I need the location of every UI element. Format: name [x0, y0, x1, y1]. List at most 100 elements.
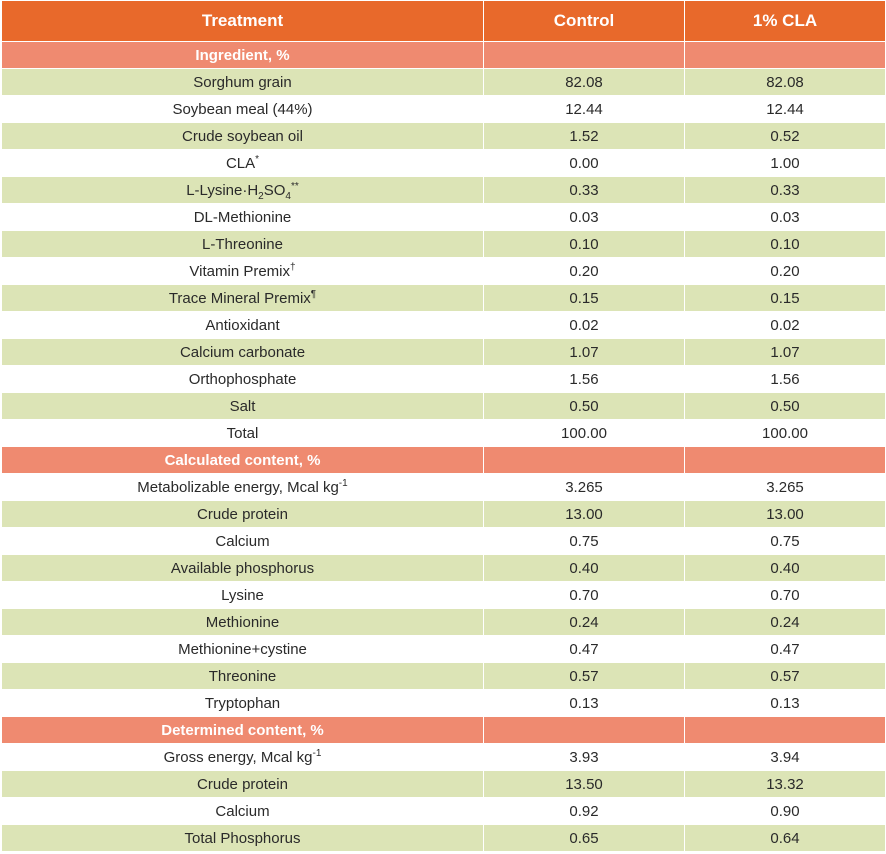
subscript: 4 [285, 190, 291, 202]
row-label: Salt [1, 392, 484, 420]
control-value: 13.00 [483, 500, 685, 528]
section-title: Ingredient, % [1, 41, 484, 69]
row-label: Crude protein [1, 770, 484, 798]
table-row: Salt 0.50 0.50 [1, 392, 886, 420]
footnote-mark: * [255, 153, 260, 165]
footnote-mark: † [290, 261, 296, 273]
table-row: Crude protein 13.00 13.00 [1, 500, 886, 528]
row-label: Total Phosphorus [1, 824, 484, 852]
control-value: 3.93 [483, 743, 685, 771]
row-label-text: CLA [225, 154, 256, 172]
section-calculated: Calculated content, % [1, 446, 886, 474]
cla-value: 13.00 [684, 500, 886, 528]
table-row: Calcium carbonate 1.07 1.07 [1, 338, 886, 366]
cla-value: 82.08 [684, 68, 886, 96]
table-row: DL-Methionine 0.03 0.03 [1, 203, 886, 231]
cla-value: 100.00 [684, 419, 886, 447]
cla-value: 0.50 [684, 392, 886, 420]
row-label-text: SO [263, 181, 286, 199]
cla-value: 13.32 [684, 770, 886, 798]
control-value: 0.50 [483, 392, 685, 420]
row-label: L-Threonine [1, 230, 484, 258]
control-value: 0.40 [483, 554, 685, 582]
control-value: 0.92 [483, 797, 685, 825]
row-label: Calcium carbonate [1, 338, 484, 366]
table-row: Trace Mineral Premix¶ 0.15 0.15 [1, 284, 886, 312]
cla-value: 0.10 [684, 230, 886, 258]
control-value: 0.33 [483, 176, 685, 204]
row-label: DL-Methionine [1, 203, 484, 231]
row-label: Metabolizable energy, Mcal kg-1 [1, 473, 484, 501]
section-spacer [483, 446, 685, 474]
section-spacer [684, 41, 886, 69]
table-row: Gross energy, Mcal kg-1 3.93 3.94 [1, 743, 886, 771]
section-spacer [483, 716, 685, 744]
section-spacer [684, 716, 886, 744]
header-row: Treatment Control 1% CLA [1, 0, 886, 42]
row-label-text: Vitamin Premix [189, 262, 291, 280]
table-row: Lysine 0.70 0.70 [1, 581, 886, 609]
table-row: Vitamin Premix† 0.20 0.20 [1, 257, 886, 285]
control-value: 0.75 [483, 527, 685, 555]
table-row: Total 100.00 100.00 [1, 419, 886, 447]
control-value: 0.70 [483, 581, 685, 609]
control-value: 0.13 [483, 689, 685, 717]
control-value: 0.65 [483, 824, 685, 852]
section-determined: Determined content, % [1, 716, 886, 744]
cla-value: 0.57 [684, 662, 886, 690]
table-row: Available phosphorus 0.40 0.40 [1, 554, 886, 582]
cla-value: 1.00 [684, 149, 886, 177]
cla-value: 0.75 [684, 527, 886, 555]
row-label: Sorghum grain [1, 68, 484, 96]
table-row: Methionine 0.24 0.24 [1, 608, 886, 636]
row-label: Trace Mineral Premix¶ [1, 284, 484, 312]
row-label: Methionine [1, 608, 484, 636]
superscript: -1 [338, 477, 348, 489]
table-row: Total Phosphorus 0.65 0.64 [1, 824, 886, 852]
subscript: 2 [258, 190, 264, 202]
row-label: Methionine+cystine [1, 635, 484, 663]
cla-value: 0.47 [684, 635, 886, 663]
table-row: Calcium 0.92 0.90 [1, 797, 886, 825]
row-label: Available phosphorus [1, 554, 484, 582]
row-label-text: Metabolizable energy, Mcal kg [137, 478, 339, 496]
control-value: 1.52 [483, 122, 685, 150]
cla-value: 0.52 [684, 122, 886, 150]
row-label: L-Lysine·H2SO4** [1, 176, 484, 204]
control-value: 12.44 [483, 95, 685, 123]
header-cla: 1% CLA [684, 0, 886, 42]
table-row: Soybean meal (44%) 12.44 12.44 [1, 95, 886, 123]
row-label-text: L-Lysine·H [186, 181, 259, 199]
row-label: Threonine [1, 662, 484, 690]
cla-value: 0.03 [684, 203, 886, 231]
table-row: L-Lysine·H2SO4** 0.33 0.33 [1, 176, 886, 204]
table-row: Antioxidant 0.02 0.02 [1, 311, 886, 339]
cla-value: 1.07 [684, 338, 886, 366]
control-value: 13.50 [483, 770, 685, 798]
control-value: 0.57 [483, 662, 685, 690]
cla-value: 0.15 [684, 284, 886, 312]
cla-value: 0.20 [684, 257, 886, 285]
control-value: 0.00 [483, 149, 685, 177]
row-label: Calcium [1, 527, 484, 555]
table-row: Sorghum grain 82.08 82.08 [1, 68, 886, 96]
row-label: Crude protein [1, 500, 484, 528]
cla-value: 0.90 [684, 797, 886, 825]
cla-value: 12.44 [684, 95, 886, 123]
cla-value: 0.70 [684, 581, 886, 609]
control-value: 100.00 [483, 419, 685, 447]
row-label: Vitamin Premix† [1, 257, 484, 285]
cla-value: 3.94 [684, 743, 886, 771]
table-row: Crude soybean oil 1.52 0.52 [1, 122, 886, 150]
row-label-text: Trace Mineral Premix [168, 289, 311, 307]
cla-value: 0.64 [684, 824, 886, 852]
row-label: Gross energy, Mcal kg-1 [1, 743, 484, 771]
header-control: Control [483, 0, 685, 42]
control-value: 1.56 [483, 365, 685, 393]
table-row: Crude protein 13.50 13.32 [1, 770, 886, 798]
control-value: 0.15 [483, 284, 685, 312]
cla-value: 0.33 [684, 176, 886, 204]
row-label-text: Gross energy, Mcal kg [163, 748, 313, 766]
row-label: Orthophosphate [1, 365, 484, 393]
